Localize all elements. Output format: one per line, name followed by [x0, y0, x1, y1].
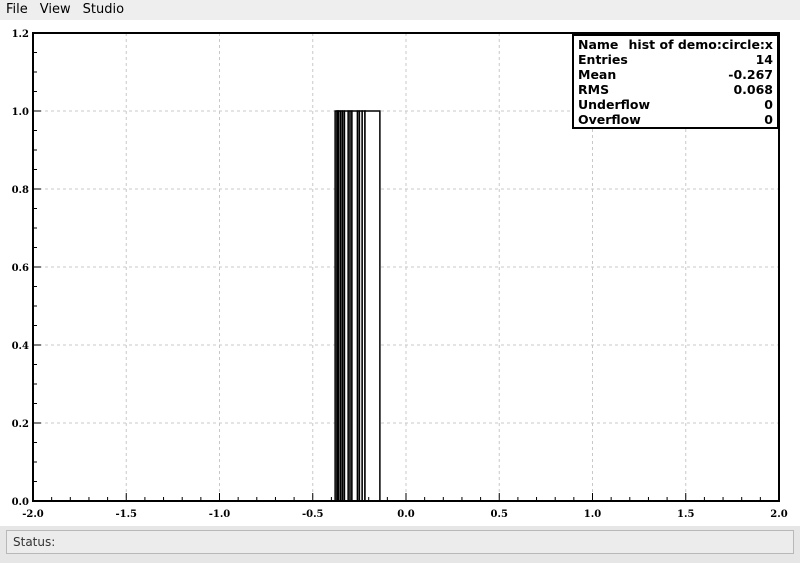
- stat-row-underflow: Underflow 0: [578, 97, 773, 112]
- stat-row-entries: Entries 14: [578, 52, 773, 67]
- y-tick-label: 0.8: [12, 185, 29, 196]
- y-tick-label: 0.0: [12, 497, 29, 508]
- stat-row-name: Name hist of demo:circle:x: [578, 37, 773, 52]
- stat-value: 0: [764, 112, 773, 127]
- status-label: Status:: [13, 535, 56, 549]
- x-tick-label: 2.0: [770, 509, 787, 520]
- stat-key: Overflow: [578, 112, 641, 127]
- y-tick-label: 1.0: [12, 107, 29, 118]
- statistics-box: Name hist of demo:circle:x Entries 14 Mean -0…: [572, 34, 779, 129]
- histogram-bar: [364, 110, 381, 502]
- stat-key: Name: [578, 37, 619, 52]
- stat-key: Underflow: [578, 97, 651, 112]
- stat-key: Entries: [578, 52, 628, 67]
- histogram-bar: [351, 110, 359, 502]
- y-tick-label: 1.2: [12, 29, 29, 40]
- stat-value: 14: [755, 52, 773, 67]
- menu-bar: File View Studio: [0, 0, 800, 20]
- y-tick-label: 0.4: [12, 341, 29, 352]
- menu-file[interactable]: File: [6, 2, 28, 17]
- x-tick-label: 0.0: [397, 509, 414, 520]
- stat-row-overflow: Overflow 0: [578, 112, 773, 127]
- y-tick-label: 0.6: [12, 263, 29, 274]
- menu-studio[interactable]: Studio: [82, 2, 125, 17]
- menu-view[interactable]: View: [39, 2, 71, 17]
- x-tick-label: 1.5: [677, 509, 694, 520]
- stat-value: 0: [764, 97, 773, 112]
- status-field: Status:: [6, 530, 794, 554]
- stat-value: hist of demo:circle:x: [628, 37, 773, 52]
- x-tick-label: -2.0: [22, 509, 44, 520]
- stat-row-mean: Mean -0.267: [578, 67, 773, 82]
- stat-value: -0.267: [728, 67, 773, 82]
- x-tick-label: -0.5: [302, 509, 324, 520]
- status-bar: Status:: [0, 526, 800, 563]
- x-tick-label: 1.0: [584, 509, 601, 520]
- plot-area: -2.0 -1.5 -1.0 -0.5 0.0 0.5 1.0 1.5 2.0 0.0 0.2 0.4…: [0, 20, 800, 526]
- x-tick-label: 0.5: [491, 509, 508, 520]
- x-tick-label: -1.0: [209, 509, 231, 520]
- stat-row-rms: RMS 0.068: [578, 82, 773, 97]
- x-tick-label: -1.5: [115, 509, 137, 520]
- y-tick-label: 0.2: [12, 419, 29, 430]
- stat-key: RMS: [578, 82, 610, 97]
- stat-key: Mean: [578, 67, 617, 82]
- stat-value: 0.068: [733, 82, 773, 97]
